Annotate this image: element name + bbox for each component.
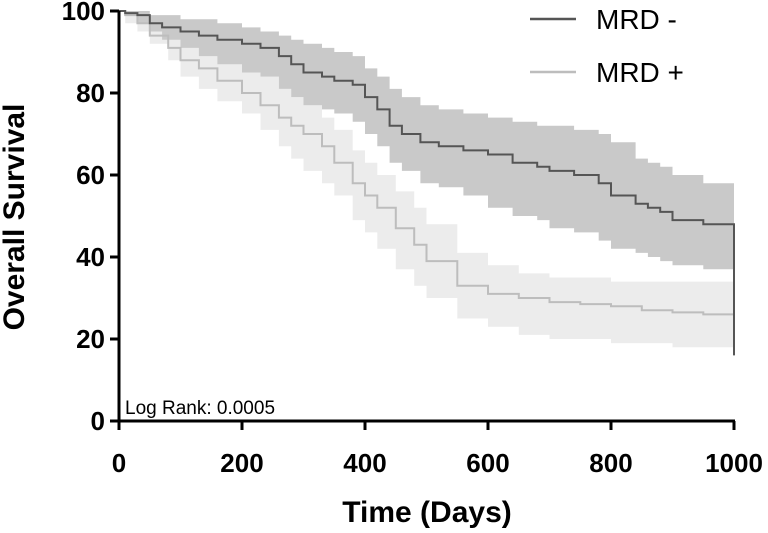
y-axis-title: Overall Survival [0, 104, 31, 331]
x-tick-label: 0 [112, 448, 126, 478]
x-ticks: 0 200 400 600 800 1000 [112, 421, 763, 478]
survival-curves [119, 10, 735, 356]
y-tick-label: 80 [76, 78, 105, 108]
survival-line-series-1 [119, 10, 734, 316]
log-rank-annotation: Log Rank: 0.0005 [125, 398, 275, 419]
y-tick-label: 0 [91, 406, 105, 436]
y-tick-label: 60 [76, 160, 105, 190]
legend: MRD - MRD + [530, 4, 684, 88]
survival-line-series-0 [119, 10, 735, 356]
y-ticks: 0 20 40 60 80 100 [62, 0, 119, 436]
y-tick-label: 100 [62, 0, 105, 26]
x-tick-label: 600 [466, 448, 509, 478]
axes [117, 11, 735, 423]
legend-label-mrd-neg: MRD - [596, 4, 677, 35]
ci-band-series-1 [119, 11, 734, 348]
x-tick-label: 200 [220, 448, 263, 478]
x-axis-title: Time (Days) [342, 496, 512, 529]
y-tick-label: 20 [76, 324, 105, 354]
x-tick-label: 1000 [705, 448, 763, 478]
legend-label-mrd-pos: MRD + [596, 57, 684, 88]
y-tick-label: 40 [76, 242, 105, 272]
x-tick-label: 400 [343, 448, 386, 478]
x-tick-label: 800 [589, 448, 632, 478]
